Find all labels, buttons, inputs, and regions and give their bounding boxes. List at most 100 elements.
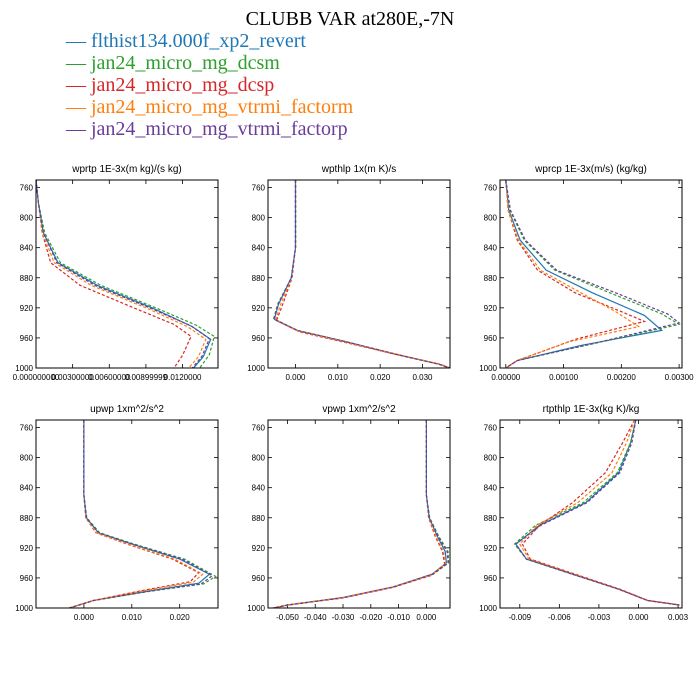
y-tick-label: 840 xyxy=(484,244,498,253)
x-tick-label: 0.00000 xyxy=(491,373,520,382)
plot-frame xyxy=(35,179,219,369)
y-tick-label: 960 xyxy=(20,574,34,583)
y-tick-label: 760 xyxy=(252,424,266,433)
y-tick-label: 920 xyxy=(252,544,266,553)
y-tick-label: 880 xyxy=(252,274,266,283)
legend-item: — jan24_micro_mg_dcsp xyxy=(66,74,353,96)
series-line-4 xyxy=(274,180,450,368)
series-line-1 xyxy=(273,420,448,608)
series-line-2 xyxy=(36,180,215,368)
y-tick-label: 800 xyxy=(252,454,266,463)
x-tick-label: 0.0120000 xyxy=(164,373,202,382)
x-tick-label: 0.020 xyxy=(370,373,391,382)
y-tick-label: 840 xyxy=(484,484,498,493)
y-tick-label: 880 xyxy=(484,274,498,283)
x-tick-label: 0.010 xyxy=(122,613,143,622)
y-tick-label: 1000 xyxy=(247,604,265,613)
series-line-1 xyxy=(505,180,664,368)
panel-title: upwp 1xm^2/s^2 xyxy=(90,404,164,415)
x-tick-label: 0.000000000 xyxy=(13,373,60,382)
x-tick-label: 0.000 xyxy=(416,613,437,622)
y-tick-label: 920 xyxy=(484,304,498,313)
y-tick-label: 920 xyxy=(252,304,266,313)
chart-panel-4: upwp 1xm^2/s^2 760 800 840 880 920 960 1000 0.00… xyxy=(15,404,219,622)
x-tick-label: 0.00200 xyxy=(607,373,636,382)
panel-title: wpthlp 1x(m K)/s xyxy=(321,164,396,175)
legend-label: jan24_micro_mg_vtrmi_factorm xyxy=(91,96,354,118)
x-tick-label: 0.000 xyxy=(628,613,649,622)
series-line-5 xyxy=(273,420,449,608)
y-tick-label: 880 xyxy=(20,274,34,283)
series-line-3 xyxy=(521,420,680,606)
chart-panel-2: wpthlp 1x(m K)/s 760 800 840 880 920 960 1000 0.… xyxy=(247,164,451,382)
series-line-4 xyxy=(519,420,680,606)
plot-frame xyxy=(267,419,451,609)
legend: — flthist134.000f_xp2_revert — jan24_mic… xyxy=(66,30,353,140)
legend-line-sample: — xyxy=(66,96,91,118)
y-tick-label: 760 xyxy=(20,424,34,433)
series-line-2 xyxy=(69,420,217,608)
panel-title: rtpthlp 1E-3x(kg K)/kg xyxy=(543,404,640,415)
plot-frame xyxy=(499,179,683,369)
series-line-1 xyxy=(36,180,212,368)
x-tick-label: 0.020 xyxy=(170,613,191,622)
series-line-3 xyxy=(505,180,647,368)
series-line-1 xyxy=(69,420,211,608)
x-tick-label: 0.000 xyxy=(74,613,95,622)
legend-line-sample: — xyxy=(66,52,91,74)
y-tick-label: 800 xyxy=(484,214,498,223)
x-tick-label: -0.006 xyxy=(548,613,571,622)
y-tick-label: 920 xyxy=(20,304,34,313)
y-tick-label: 880 xyxy=(484,514,498,523)
y-tick-label: 1000 xyxy=(479,364,497,373)
plot-frame xyxy=(499,419,683,609)
y-tick-label: 800 xyxy=(484,454,498,463)
plot-frame xyxy=(35,419,219,609)
x-tick-label: 0.00300 xyxy=(665,373,694,382)
series-line-5 xyxy=(36,180,211,368)
x-tick-label: 0.00100 xyxy=(549,373,578,382)
y-tick-label: 800 xyxy=(252,214,266,223)
chart-panel-5: vpwp 1xm^2/s^2 760 800 840 880 920 960 1000 -0.0… xyxy=(247,404,451,622)
x-tick-label: 0.00600000 xyxy=(88,373,131,382)
series-line-2 xyxy=(513,420,680,606)
y-tick-label: 840 xyxy=(252,484,266,493)
panel-title: wprtp 1E-3x(m kg)/(s kg) xyxy=(71,164,181,175)
series-line-5 xyxy=(273,180,450,368)
legend-label: flthist134.000f_xp2_revert xyxy=(91,30,306,52)
x-tick-label: -0.010 xyxy=(387,613,410,622)
x-tick-label: -0.020 xyxy=(359,613,382,622)
y-tick-label: 920 xyxy=(20,544,34,553)
x-tick-label: -0.003 xyxy=(588,613,611,622)
legend-label: jan24_micro_mg_vtrmi_factorp xyxy=(91,118,348,140)
y-tick-label: 1000 xyxy=(479,604,497,613)
legend-line-sample: — xyxy=(66,74,91,96)
panel-title: wprcp 1E-3x(m/s) (kg/kg) xyxy=(534,164,647,175)
y-tick-label: 800 xyxy=(20,454,34,463)
plot-frame xyxy=(267,179,451,369)
y-tick-label: 960 xyxy=(484,334,498,343)
x-tick-label: -0.030 xyxy=(332,613,355,622)
legend-line-sample: — xyxy=(66,118,91,140)
y-tick-label: 1000 xyxy=(15,604,33,613)
y-tick-label: 800 xyxy=(20,214,34,223)
x-tick-label: -0.050 xyxy=(276,613,299,622)
series-line-3 xyxy=(36,180,192,368)
series-line-5 xyxy=(514,420,680,606)
y-tick-label: 760 xyxy=(484,424,498,433)
y-tick-label: 880 xyxy=(252,514,266,523)
series-line-2 xyxy=(273,420,450,608)
x-tick-label: 0.010 xyxy=(328,373,349,382)
y-tick-label: 1000 xyxy=(15,364,33,373)
series-line-4 xyxy=(36,180,207,368)
series-line-4 xyxy=(505,180,641,368)
y-tick-label: 760 xyxy=(252,184,266,193)
chart-panel-6: rtpthlp 1E-3x(kg K)/kg 760 800 840 880 920 960… xyxy=(479,404,688,622)
y-tick-label: 960 xyxy=(484,574,498,583)
legend-label: jan24_micro_mg_dcsm xyxy=(91,52,280,74)
series-line-5 xyxy=(505,180,681,368)
x-tick-label: -0.040 xyxy=(304,613,327,622)
x-tick-label: 0.000 xyxy=(285,373,306,382)
series-line-1 xyxy=(273,180,450,368)
